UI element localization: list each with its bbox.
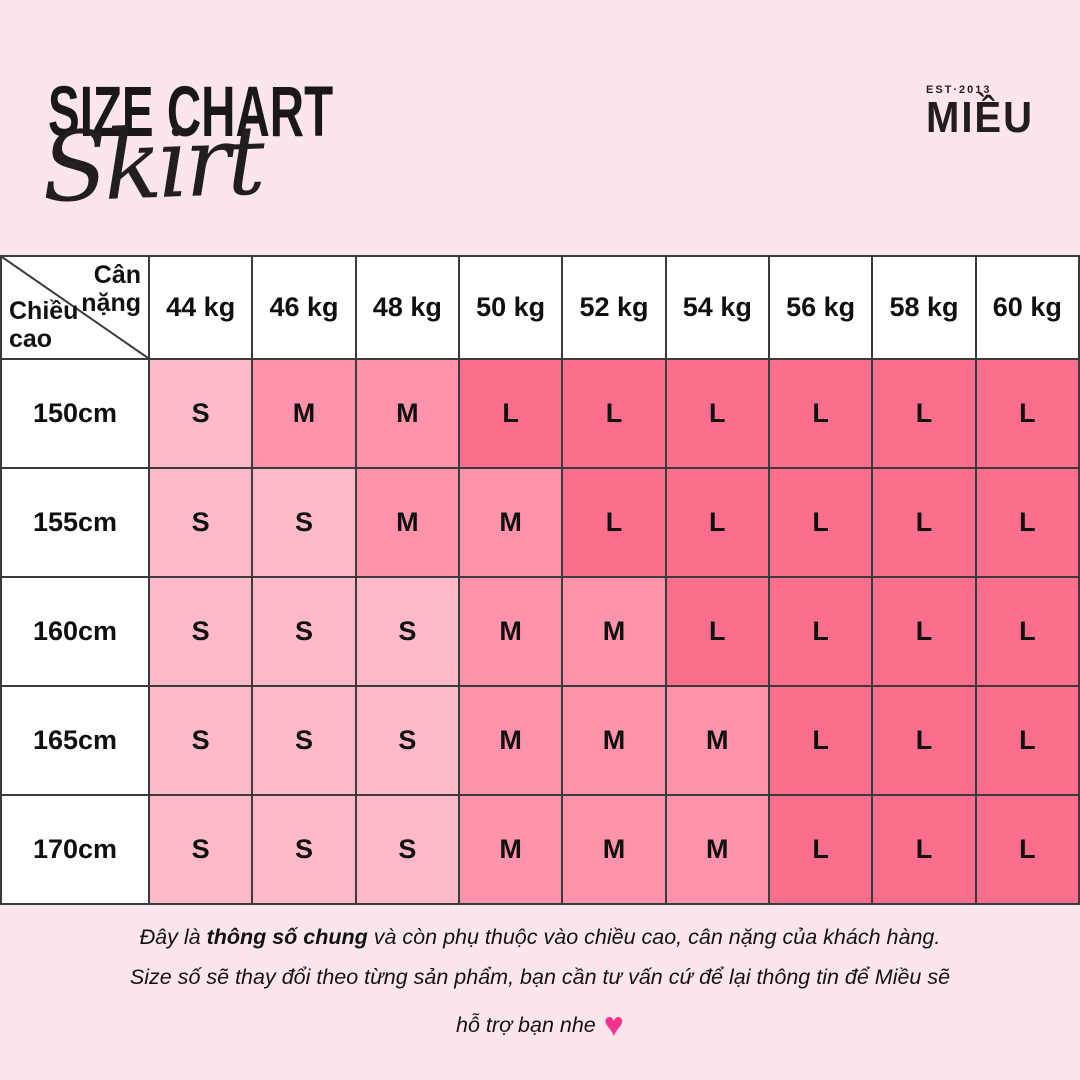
size-cell: S: [147, 467, 254, 578]
logo-established-text: EST·2013: [926, 84, 992, 96]
size-cell: L: [974, 685, 1080, 796]
size-cell: L: [974, 467, 1080, 578]
weight-column-header: 44 kg: [147, 255, 254, 360]
footer-line1-bold: thông số chung: [206, 925, 368, 949]
size-cell: L: [871, 685, 977, 796]
weight-column-header: 46 kg: [251, 255, 357, 360]
footer-line1-prefix: Đây là: [139, 925, 207, 949]
table-row: 150cm S M M L L L L L L: [0, 358, 1080, 469]
size-cell: L: [664, 358, 770, 469]
corner-height-label: Chiều cao: [9, 297, 79, 353]
size-cell: M: [354, 358, 460, 469]
size-cell: L: [561, 358, 667, 469]
size-cell: M: [561, 576, 667, 687]
size-chart-table: Cân nặng Chiều cao 44 kg 46 kg 48 kg 50 kg 52 …: [0, 255, 1080, 905]
size-cell: S: [147, 576, 254, 687]
size-cell: S: [147, 794, 254, 905]
size-cell: L: [664, 576, 770, 687]
footer-line-3: hỗ trợ bạn nhe ♥: [0, 1004, 1080, 1047]
footer-note: Đây là thông số chung và còn phụ thuộc v…: [0, 924, 1080, 1059]
size-cell: M: [457, 576, 564, 687]
logo-brand-name: MIỀU: [926, 93, 1034, 143]
size-cell: L: [974, 794, 1080, 905]
height-row-header: 170cm: [0, 794, 150, 905]
footer-line-2: Size số sẽ thay đổi theo từng sản phẩm, …: [129, 964, 951, 989]
weight-column-header: 58 kg: [871, 255, 977, 360]
weight-column-header: 56 kg: [767, 255, 874, 360]
table-row: 155cm S S M M L L L L L: [0, 467, 1080, 578]
size-cell: L: [767, 576, 874, 687]
height-row-header: 165cm: [0, 685, 150, 796]
size-cell: L: [457, 358, 564, 469]
size-cell: L: [767, 685, 874, 796]
table-row: 170cm S S S M M M L L L: [0, 794, 1080, 905]
height-row-header: 160cm: [0, 576, 150, 687]
brand-logo: EST·2013 MIỀU: [926, 84, 1034, 140]
size-cell: M: [664, 794, 770, 905]
size-cell: L: [974, 358, 1080, 469]
size-cell: M: [457, 685, 564, 796]
size-cell: S: [147, 358, 254, 469]
table-row: 160cm S S S M M L L L L: [0, 576, 1080, 687]
size-cell: L: [561, 467, 667, 578]
size-cell: S: [251, 794, 357, 905]
size-cell: S: [354, 685, 460, 796]
footer-line1-suffix: và còn phụ thuộc vào chiều cao, cân nặng…: [367, 925, 941, 949]
footer-line-1: Đây là thông số chung và còn phụ thuộc v…: [0, 924, 1080, 951]
footer-line3-text: hỗ trợ bạn nhe: [456, 1012, 596, 1037]
size-cell: S: [251, 467, 357, 578]
weight-column-header: 52 kg: [561, 255, 667, 360]
size-cell: M: [354, 467, 460, 578]
weight-column-header: 54 kg: [664, 255, 770, 360]
size-cell: S: [147, 685, 254, 796]
size-cell: L: [767, 467, 874, 578]
weight-column-header: 60 kg: [974, 255, 1080, 360]
size-cell: L: [974, 576, 1080, 687]
size-cell: S: [251, 576, 357, 687]
size-cell: L: [871, 576, 977, 687]
size-cell: L: [664, 467, 770, 578]
corner-header-cell: Cân nặng Chiều cao: [0, 255, 150, 360]
size-cell: S: [251, 685, 357, 796]
size-cell: S: [354, 576, 460, 687]
size-cell: L: [871, 358, 977, 469]
heart-icon: ♥: [603, 1005, 624, 1044]
diagonal-line: [2, 257, 148, 358]
weight-column-header: 50 kg: [457, 255, 564, 360]
size-cell: M: [561, 794, 667, 905]
size-cell: M: [664, 685, 770, 796]
size-cell: L: [767, 794, 874, 905]
size-cell: M: [561, 685, 667, 796]
page-title: SIZE CHART: [48, 71, 334, 151]
table-row: 165cm S S S M M M L L L: [0, 685, 1080, 796]
corner-weight-label: Cân nặng: [81, 261, 141, 317]
size-cell: S: [354, 794, 460, 905]
size-cell: L: [871, 794, 977, 905]
weight-column-header: 48 kg: [354, 255, 460, 360]
page-subtitle: Skirt: [40, 104, 263, 224]
size-cell: L: [871, 467, 977, 578]
height-row-header: 150cm: [0, 358, 150, 469]
size-cell: L: [767, 358, 874, 469]
size-cell: M: [457, 467, 564, 578]
size-cell: M: [457, 794, 564, 905]
size-cell: M: [251, 358, 357, 469]
height-row-header: 155cm: [0, 467, 150, 578]
